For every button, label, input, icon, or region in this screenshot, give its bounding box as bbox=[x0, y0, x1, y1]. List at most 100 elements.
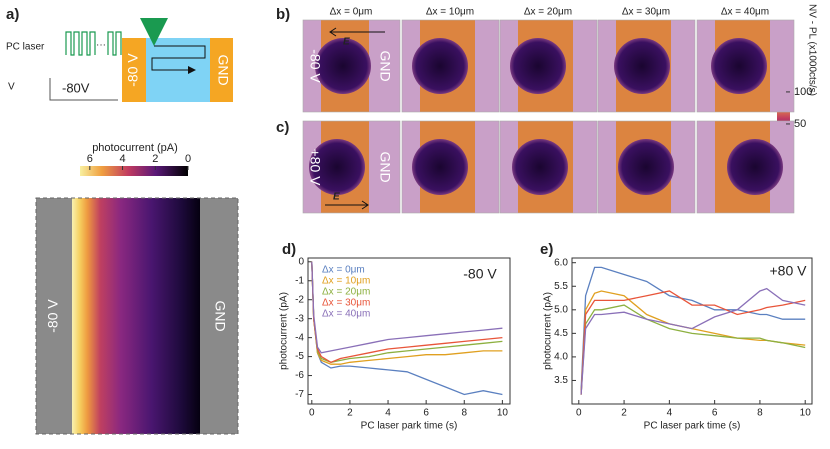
electrode bbox=[475, 20, 499, 112]
panel-label: e) bbox=[540, 241, 553, 258]
y-tick-label: -7 bbox=[295, 389, 304, 400]
electrode bbox=[500, 121, 518, 213]
panel-label: b) bbox=[276, 6, 290, 23]
electrode bbox=[598, 121, 616, 213]
right-electrode-label: GND bbox=[215, 54, 231, 85]
series-line bbox=[311, 261, 503, 365]
electrode bbox=[598, 20, 616, 112]
legend-entry: Δx = 20μm bbox=[322, 287, 370, 298]
legend-entry: Δx = 40μm bbox=[322, 309, 370, 320]
y-tick-label: 5.5 bbox=[554, 281, 568, 292]
x-tick-label: 10 bbox=[800, 408, 812, 419]
plot-frame bbox=[307, 257, 511, 405]
electrode bbox=[369, 20, 400, 112]
field-label: E bbox=[343, 37, 350, 48]
electrode bbox=[210, 38, 233, 102]
field-arrow bbox=[325, 200, 369, 210]
electrode bbox=[369, 121, 400, 213]
colorbar-tick-label: 50 bbox=[794, 118, 806, 130]
colorbar-tick-label: 100 bbox=[794, 86, 812, 98]
column-label: Δx = 20μm bbox=[524, 7, 572, 18]
x-tick-label: 4 bbox=[385, 408, 391, 419]
panel-label: c) bbox=[276, 119, 289, 136]
x-tick-label: 6 bbox=[423, 408, 429, 419]
series-line bbox=[311, 261, 503, 354]
electrode-label: GND bbox=[377, 50, 393, 81]
series-line bbox=[580, 287, 806, 395]
colorbar-label: NV - PL (x1000cts/s) bbox=[806, 4, 817, 96]
y-tick-label: 3.5 bbox=[554, 375, 568, 386]
x-axis-label: PC laser park time (s) bbox=[644, 421, 741, 432]
x-tick-label: 8 bbox=[461, 408, 467, 419]
colorbar-tick-label: 4 bbox=[119, 153, 125, 165]
electrode bbox=[573, 121, 597, 213]
spot bbox=[618, 139, 674, 195]
electrode bbox=[475, 121, 499, 213]
colorbar-label: photocurrent (pA) bbox=[92, 142, 178, 154]
electrode bbox=[697, 121, 715, 213]
y-tick-label: 6.0 bbox=[554, 257, 568, 268]
frame bbox=[597, 19, 696, 113]
frame bbox=[302, 120, 401, 214]
left-electrode-label: -80 V bbox=[45, 299, 61, 333]
column-label: Δx = 30μm bbox=[622, 7, 670, 18]
laser-label: PC laser bbox=[6, 42, 45, 53]
y-tick-label: -3 bbox=[295, 313, 304, 324]
heatmap-frame bbox=[35, 197, 239, 435]
spot bbox=[412, 38, 468, 94]
legend-entry: Δx = 30μm bbox=[322, 298, 370, 309]
electrode bbox=[573, 20, 597, 112]
plot-frame bbox=[571, 257, 813, 405]
column-label: Δx = 40μm bbox=[721, 7, 769, 18]
electrode bbox=[671, 121, 695, 213]
x-tick-label: 10 bbox=[497, 408, 509, 419]
electrode-label: GND bbox=[377, 151, 393, 182]
colorbar bbox=[80, 166, 188, 176]
y-tick-label: 5.0 bbox=[554, 304, 568, 315]
y-tick-label: -2 bbox=[295, 294, 304, 305]
frame bbox=[696, 120, 795, 214]
spot bbox=[727, 139, 783, 195]
electrode bbox=[697, 20, 715, 112]
annotation: +80 V bbox=[770, 263, 808, 279]
x-tick-label: 6 bbox=[712, 408, 718, 419]
y-tick-label: 4.5 bbox=[554, 328, 568, 339]
bias-label: +80 V bbox=[307, 149, 323, 187]
spot bbox=[614, 38, 670, 94]
annotation: -80 V bbox=[463, 266, 497, 282]
x-tick-label: 4 bbox=[667, 408, 673, 419]
frame bbox=[499, 19, 598, 113]
bias-label: -80 V bbox=[307, 49, 323, 83]
voltage-step bbox=[49, 78, 118, 101]
panel-label: d) bbox=[282, 241, 296, 258]
spot bbox=[315, 38, 371, 94]
frame bbox=[499, 120, 598, 214]
scan-path bbox=[151, 45, 206, 71]
x-tick-label: 2 bbox=[621, 408, 627, 419]
heatmap bbox=[72, 198, 200, 434]
right-electrode-label: GND bbox=[212, 300, 228, 331]
electrode bbox=[402, 121, 420, 213]
panel-bc: b) c) NV - PL (x1000cts/s) Δx = 0μm Δx = … bbox=[276, 4, 817, 214]
x-tick-label: 0 bbox=[309, 408, 315, 419]
y-tick-label: -6 bbox=[295, 370, 304, 381]
voltage-label: V bbox=[8, 82, 15, 93]
x-tick-label: 8 bbox=[757, 408, 763, 419]
y-tick-label: -4 bbox=[295, 332, 304, 343]
y-tick-label: 4.0 bbox=[554, 352, 568, 363]
legend-entry: Δx = 10μm bbox=[322, 276, 370, 287]
column-label: Δx = 0μm bbox=[330, 7, 373, 18]
y-axis-label: photocurrent (pA) bbox=[279, 292, 290, 370]
voltage: -80V bbox=[62, 80, 90, 95]
frame bbox=[597, 120, 696, 214]
electrode bbox=[200, 198, 238, 434]
y-tick-label: -1 bbox=[295, 275, 304, 286]
electrode bbox=[402, 20, 420, 112]
electrode bbox=[671, 20, 695, 112]
electrode bbox=[122, 38, 146, 102]
series-line bbox=[580, 290, 806, 395]
y-tick-label: 0 bbox=[298, 256, 304, 267]
field-label: E bbox=[333, 192, 340, 203]
x-axis-label: PC laser park time (s) bbox=[361, 421, 458, 432]
